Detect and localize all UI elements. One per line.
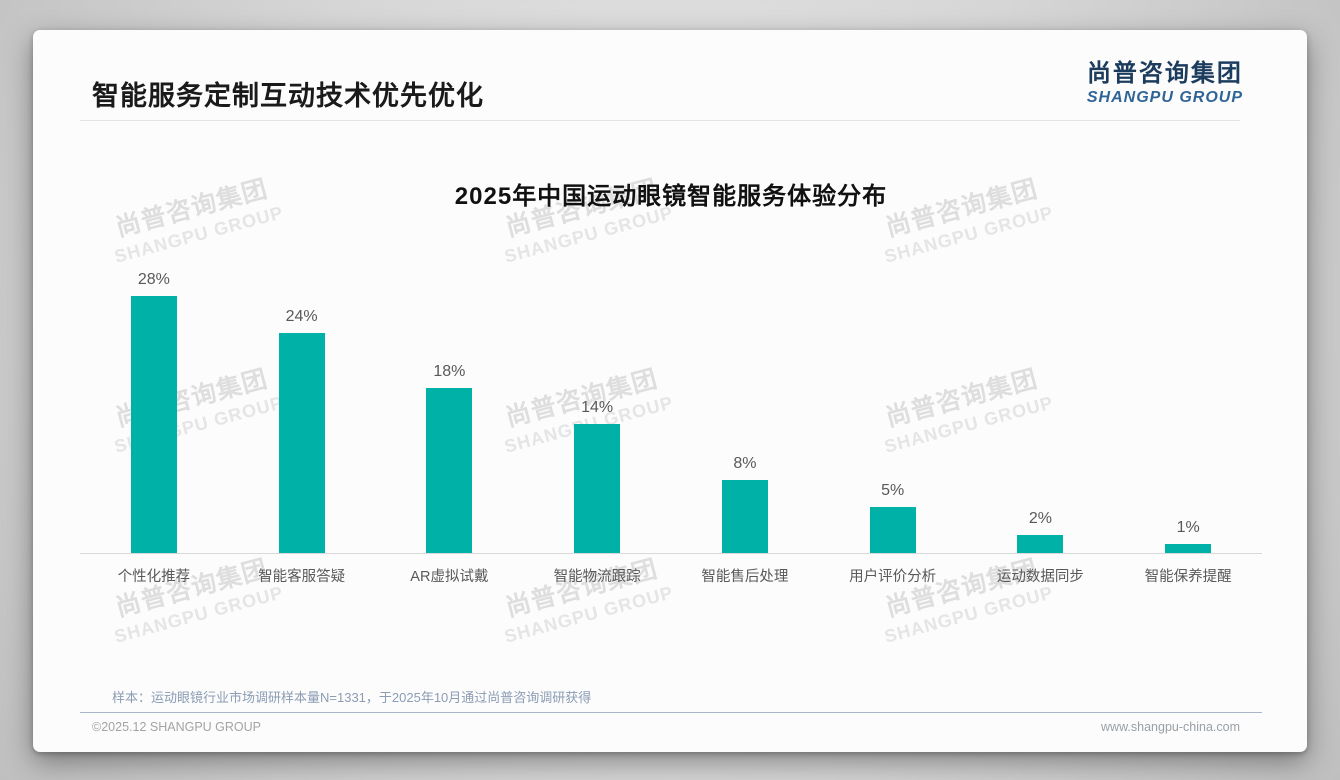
page-title: 智能服务定制互动技术优先优化 <box>92 81 484 111</box>
category-label: 个性化推荐 <box>117 569 191 585</box>
bar-value-label: 14% <box>581 399 614 417</box>
x-axis-line <box>80 553 1262 554</box>
bar <box>130 295 177 553</box>
bar-value-label: 18% <box>433 362 466 380</box>
chart-title: 2025年中国运动眼镜智能服务体验分布 <box>454 183 888 210</box>
bar-column: 8% <box>671 253 819 553</box>
copyright-text: ©2025.12 SHANGPU GROUP <box>92 720 261 734</box>
bar <box>426 387 473 553</box>
watermark-en: SHANGPU GROUP <box>502 581 676 647</box>
category-label: 智能客服答疑 <box>258 569 346 585</box>
bar-column: 2% <box>967 253 1115 553</box>
watermark-en: SHANGPU GROUP <box>882 581 1056 647</box>
category-label: 智能保养提醒 <box>1144 569 1232 585</box>
company-logo: 尚普咨询集团 SHANGPU GROUP <box>1087 60 1243 107</box>
bar-value-label: 2% <box>1028 509 1052 527</box>
bar <box>869 507 916 553</box>
bar <box>1165 543 1212 553</box>
sample-footnote: 样本：运动眼镜行业市场调研样本量N=1331，于2025年10月通过尚普咨询调研… <box>112 690 592 705</box>
footer-divider <box>80 712 1262 713</box>
bar <box>721 479 768 553</box>
bar-value-label: 5% <box>881 482 905 500</box>
bar-column: 14% <box>523 253 671 553</box>
watermark-en: SHANGPU GROUP <box>112 581 286 647</box>
header-divider <box>80 120 1240 121</box>
bar-column: 5% <box>819 253 967 553</box>
bar-column: 24% <box>228 253 376 553</box>
bar-value-label: 8% <box>733 454 757 472</box>
category-label: AR虚拟试戴 <box>410 569 489 585</box>
watermark-cn: 尚普咨询集团 <box>112 554 271 623</box>
bar-column: 18% <box>376 253 524 553</box>
bar-value-label: 24% <box>285 307 318 325</box>
category-axis: 个性化推荐 智能客服答疑 AR虚拟试戴 智能物流跟踪 智能售后处理 用户评价分析 运动数据同… <box>80 565 1262 586</box>
watermark-cn: 尚普咨询集团 <box>502 554 661 623</box>
bar <box>574 424 621 553</box>
slide-card: 智能服务定制互动技术优先优化 尚普咨询集团 SHANGPU GROUP 尚普咨询… <box>33 30 1307 752</box>
bar-column: 28% <box>80 253 228 553</box>
category-label: 运动数据同步 <box>996 569 1084 585</box>
watermark-cn: 尚普咨询集团 <box>882 554 1041 623</box>
plot-area: 28% 24% 18% 14% 8% 5% 2% 1% <box>80 253 1262 553</box>
bar-column: 1% <box>1114 253 1262 553</box>
bar-value-label: 28% <box>137 270 170 288</box>
website-url: www.shangpu-china.com <box>1101 720 1240 734</box>
bar <box>278 332 325 553</box>
bar-value-label: 1% <box>1176 518 1200 536</box>
category-label: 智能物流跟踪 <box>553 569 641 585</box>
company-logo-en: SHANGPU GROUP <box>1086 88 1243 106</box>
category-label: 智能售后处理 <box>701 569 789 585</box>
bar <box>1017 534 1064 553</box>
category-label: 用户评价分析 <box>849 569 937 585</box>
company-logo-cn: 尚普咨询集团 <box>1086 60 1243 87</box>
